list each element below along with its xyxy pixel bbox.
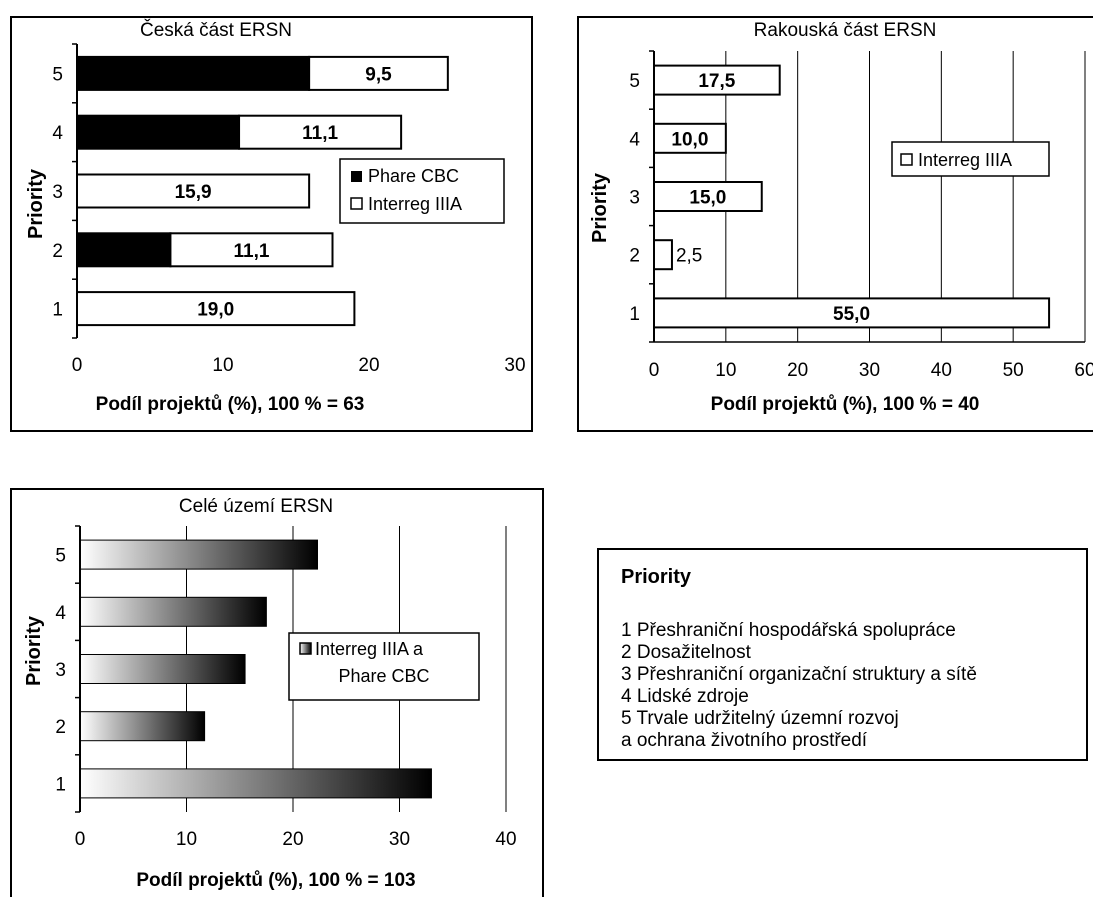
chart-title: Česká část ERSN (140, 19, 292, 41)
bar (79, 654, 246, 684)
y-tick-label: 4 (52, 123, 63, 144)
x-axis-title: Podíl projektů (%), 100 % = 40 (711, 394, 980, 415)
x-tick-label: 10 (212, 355, 233, 376)
x-axis-title: Podíl projektů (%), 100 % = 63 (96, 394, 365, 415)
chart-austrian-part: Rakouská část ERSN Priority Podíl projek… (577, 16, 1093, 432)
bar-segment (76, 114, 241, 150)
priority-legend-title: Priority (621, 566, 692, 588)
y-tick-label: 3 (52, 182, 63, 203)
data-label: 15,0 (689, 188, 726, 209)
legend-label-interreg: Interreg IIIA (918, 150, 1012, 170)
bar (653, 181, 763, 212)
priority-item-4: 4 Lidské zdroje (621, 686, 749, 707)
chart-whole-territory: Celé území ERSN Priority Podíl projektů … (10, 488, 544, 897)
bar (79, 711, 206, 742)
legend-label-interreg: Interreg IIIA (368, 194, 462, 214)
y-tick-label: 5 (629, 71, 640, 92)
y-tick-label: 2 (52, 241, 63, 262)
legend-frame (288, 632, 480, 701)
y-tick-label: 4 (55, 603, 66, 624)
legend-swatch-interreg (900, 153, 913, 166)
data-label: 15,9 (175, 182, 212, 203)
bar (653, 239, 673, 271)
x-tick-label: 0 (75, 829, 86, 850)
data-label: 17,5 (698, 71, 735, 92)
priority-item-1: 1 Přeshraniční hospodářská spolupráce (621, 620, 956, 641)
legend-swatch-combined (299, 642, 312, 655)
legend-label-phare: Phare CBC (368, 166, 459, 186)
legend-label-line1: Interreg IIIA a (315, 639, 424, 659)
data-label: 2,5 (676, 246, 702, 267)
x-tick-label: 60 (1074, 360, 1093, 381)
data-label: 9,5 (365, 64, 392, 85)
y-tick-label: 3 (629, 188, 640, 209)
data-label: 10,0 (671, 129, 708, 150)
y-axis-title: Priority (23, 615, 45, 686)
x-tick-label: 20 (787, 360, 808, 381)
y-tick-label: 2 (55, 717, 66, 738)
legend-frame (339, 158, 505, 224)
data-label: 19,0 (197, 300, 234, 321)
x-tick-label: 10 (715, 360, 736, 381)
plot-area: 1 2 3 4 5 0 10 20 30 40 (55, 525, 517, 850)
x-tick-label: 20 (282, 829, 303, 850)
data-label: 55,0 (833, 304, 870, 325)
y-tick-label: 5 (52, 64, 63, 85)
priority-item-2: 2 Dosažitelnost (621, 642, 751, 663)
priority-legend: Priority 1 Přeshraniční hospodářská spol… (597, 548, 1088, 761)
x-tick-label: 40 (931, 360, 952, 381)
legend: Interreg IIIA a Phare CBC (288, 632, 480, 701)
y-tick-label: 1 (629, 304, 640, 325)
bar-segment (76, 232, 172, 268)
x-tick-label: 50 (1003, 360, 1024, 381)
y-tick-label: 1 (52, 300, 63, 321)
y-tick-label: 4 (629, 129, 640, 150)
bar (79, 539, 318, 570)
y-axis-title: Priority (589, 172, 611, 243)
y-tick-label: 1 (55, 774, 66, 795)
legend-swatch-interreg (350, 197, 363, 210)
legend: Interreg IIIA (891, 141, 1050, 177)
legend-frame (891, 141, 1050, 177)
bar-segment (238, 114, 403, 150)
x-tick-label: 10 (176, 829, 197, 850)
x-tick-label: 30 (389, 829, 410, 850)
x-tick-label: 30 (504, 355, 525, 376)
y-axis-title: Priority (25, 168, 47, 239)
bar (79, 596, 267, 627)
bar-segment (169, 232, 334, 268)
bar-segment (76, 55, 311, 91)
priority-item-3: 3 Přeshraniční organizační struktury a s… (621, 664, 977, 685)
bar (79, 768, 432, 799)
x-tick-label: 40 (495, 829, 516, 850)
bar (653, 297, 1051, 329)
y-tick-label: 3 (55, 660, 66, 681)
legend-swatch-phare (351, 171, 362, 182)
bar-segment (308, 55, 449, 91)
x-tick-label: 30 (859, 360, 880, 381)
priority-item-5-cont: a ochrana životního prostředí (621, 730, 868, 751)
data-label: 11,1 (302, 123, 338, 144)
x-tick-label: 20 (358, 355, 379, 376)
legend-label-line2: Phare CBC (338, 666, 429, 686)
priority-legend-list: 1 Přeshraniční hospodářská spolupráce 2 … (621, 620, 977, 752)
bar-segment (76, 173, 311, 209)
y-tick-label: 2 (629, 246, 640, 267)
chart-czech-part: Česká část ERSN Priority Podíl projektů … (10, 16, 533, 432)
plot-area: 19,0 11,1 15,9 11,1 9,5 1 2 3 4 5 0 10 20 30 (52, 43, 526, 376)
data-label: 11,1 (234, 241, 270, 262)
x-axis-title: Podíl projektů (%), 100 % = 103 (136, 870, 415, 891)
legend: Phare CBC Interreg IIIA (339, 158, 505, 224)
chart-title: Rakouská část ERSN (754, 20, 937, 41)
x-tick-label: 0 (72, 355, 83, 376)
y-tick-label: 5 (55, 546, 66, 567)
priority-item-5: 5 Trvale udržitelný územní rozvoj (621, 708, 899, 729)
x-tick-label: 0 (649, 360, 660, 381)
bar-segment (76, 291, 356, 327)
chart-title: Celé území ERSN (179, 496, 333, 517)
